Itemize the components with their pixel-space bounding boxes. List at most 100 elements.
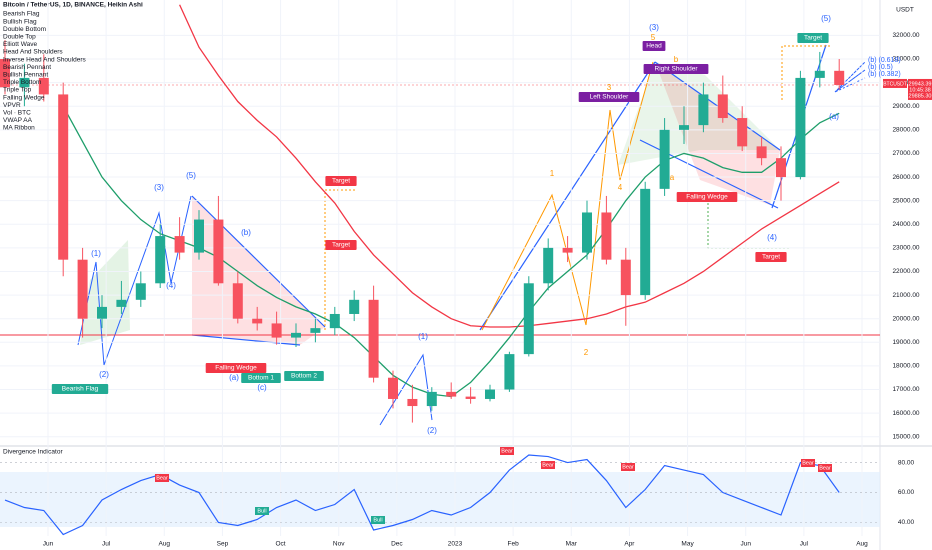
candle-body [388, 377, 398, 399]
annotation: (1) [91, 249, 101, 258]
legend-entry: Elliott Wave [3, 41, 37, 48]
annotation: Target [332, 242, 350, 249]
annotation: Bottom 1 [248, 375, 274, 382]
wedge-fill [192, 196, 325, 345]
divergence-tag [621, 463, 635, 471]
y-tick-label: 24000.00 [892, 221, 919, 228]
annotation-tag [284, 371, 324, 381]
divergence-tag [541, 461, 555, 469]
ma-line [179, 4, 840, 328]
y-tick-label: 22000.00 [892, 268, 919, 275]
annotation-tag [755, 252, 787, 262]
x-tick-label: Dec [391, 541, 403, 548]
annotation-tag [241, 373, 281, 383]
divergence-tag [371, 516, 385, 524]
candle-body [38, 77, 49, 95]
legend-entry: Bullish Flag [3, 18, 37, 25]
annotation: Head [646, 43, 662, 50]
y-tick-label: 23000.00 [892, 245, 919, 252]
candle-body [232, 283, 243, 319]
legend-entry: Vol · BTC [3, 110, 31, 117]
candle-body [640, 188, 651, 296]
y-tick-label: 60.00 [898, 489, 915, 496]
annotation: Target [762, 254, 780, 261]
annotation: (5) [186, 171, 196, 180]
divergence-label: Bull [257, 508, 266, 514]
x-tick-label: Feb [508, 541, 520, 548]
target-line [781, 45, 830, 100]
legend-entry: VWAP AA [3, 117, 33, 124]
divergence-tag [801, 459, 815, 467]
x-tick-label: Jul [102, 541, 111, 548]
y-tick-label: 40.00 [898, 519, 915, 526]
candle-body [252, 318, 263, 324]
divergence-label: Bear [156, 475, 168, 481]
annotation: (5) [821, 14, 831, 23]
x-tick-label: Jul [800, 541, 809, 548]
candle-body [155, 236, 166, 284]
y-tick-label: 31000.00 [892, 56, 919, 63]
candle-body [213, 219, 224, 284]
legend-entry: Double Top [3, 34, 36, 41]
candle-body [349, 299, 360, 314]
candle-body [620, 259, 631, 296]
legend-entry: Bullish Pennant [3, 72, 48, 79]
annotation: 1 [550, 169, 555, 178]
annotation: 5 [651, 33, 656, 42]
candle-body [116, 299, 127, 307]
annotation-tag [205, 363, 267, 373]
y-tick-label: 15000.00 [892, 433, 919, 440]
candle-body [407, 398, 418, 407]
candle-body [310, 328, 321, 333]
candle-body [426, 391, 437, 407]
annotation: (3) [154, 183, 164, 192]
x-tick-label: Aug [158, 541, 170, 548]
annotation: Falling Wedge [215, 365, 257, 372]
y-axis-label: USDT [896, 7, 914, 14]
projection-line [834, 61, 866, 93]
annotation: Target [804, 35, 822, 42]
pane-title: Divergence Indicator [3, 449, 63, 456]
x-tick-label: Oct [276, 541, 286, 548]
legend-entry: Triple Top [3, 87, 32, 94]
candle-body [814, 70, 825, 78]
annotation: (b) [241, 228, 251, 237]
candle-body [582, 212, 592, 253]
divergence-line [4, 454, 840, 536]
y-tick-label: 17000.00 [892, 386, 919, 393]
candle-body [58, 94, 69, 260]
legend-entry: VPVR [3, 102, 21, 109]
annotation: (a) [829, 112, 839, 121]
y-tick-label: 25000.00 [892, 197, 919, 204]
annotation-tag [578, 92, 640, 102]
divergence-tag [818, 464, 832, 472]
price-tag: BTCUSDT [883, 81, 907, 87]
annotation-tag [643, 64, 709, 74]
countdown: 10:45:38 [909, 87, 930, 93]
candle-body [834, 70, 845, 85]
x-tick-label: Aug [856, 541, 868, 548]
candle-body [601, 212, 612, 260]
legend-entry: Inverse Head And Shoulders [3, 56, 86, 63]
divergence-label: Bear [802, 460, 814, 466]
annotation: Right Shoulder [655, 66, 699, 73]
annotation-tag [325, 240, 357, 250]
candle-body [485, 389, 495, 399]
chart-title: Bitcoin / TetherUS, 1D, BINANCE, Heikin … [3, 2, 143, 9]
annotation: (4) [767, 233, 777, 242]
wave-line [77, 195, 192, 366]
trend-line [191, 334, 301, 346]
annotation: 4 [618, 183, 623, 192]
candle-body [698, 94, 709, 126]
last-price: 29943.39 [909, 81, 932, 87]
annotation: (3) [649, 23, 659, 32]
candle-body [174, 236, 185, 253]
candle-body [0, 59, 10, 88]
annotation-tag [642, 41, 666, 51]
y-tick-label: 16000.00 [892, 410, 919, 417]
annotation: a [670, 173, 675, 182]
annotation: (b) (0.5) [868, 64, 893, 71]
annotation: (2) [99, 370, 109, 379]
y-tick-label: 27000.00 [892, 150, 919, 157]
candle-body [756, 146, 767, 159]
